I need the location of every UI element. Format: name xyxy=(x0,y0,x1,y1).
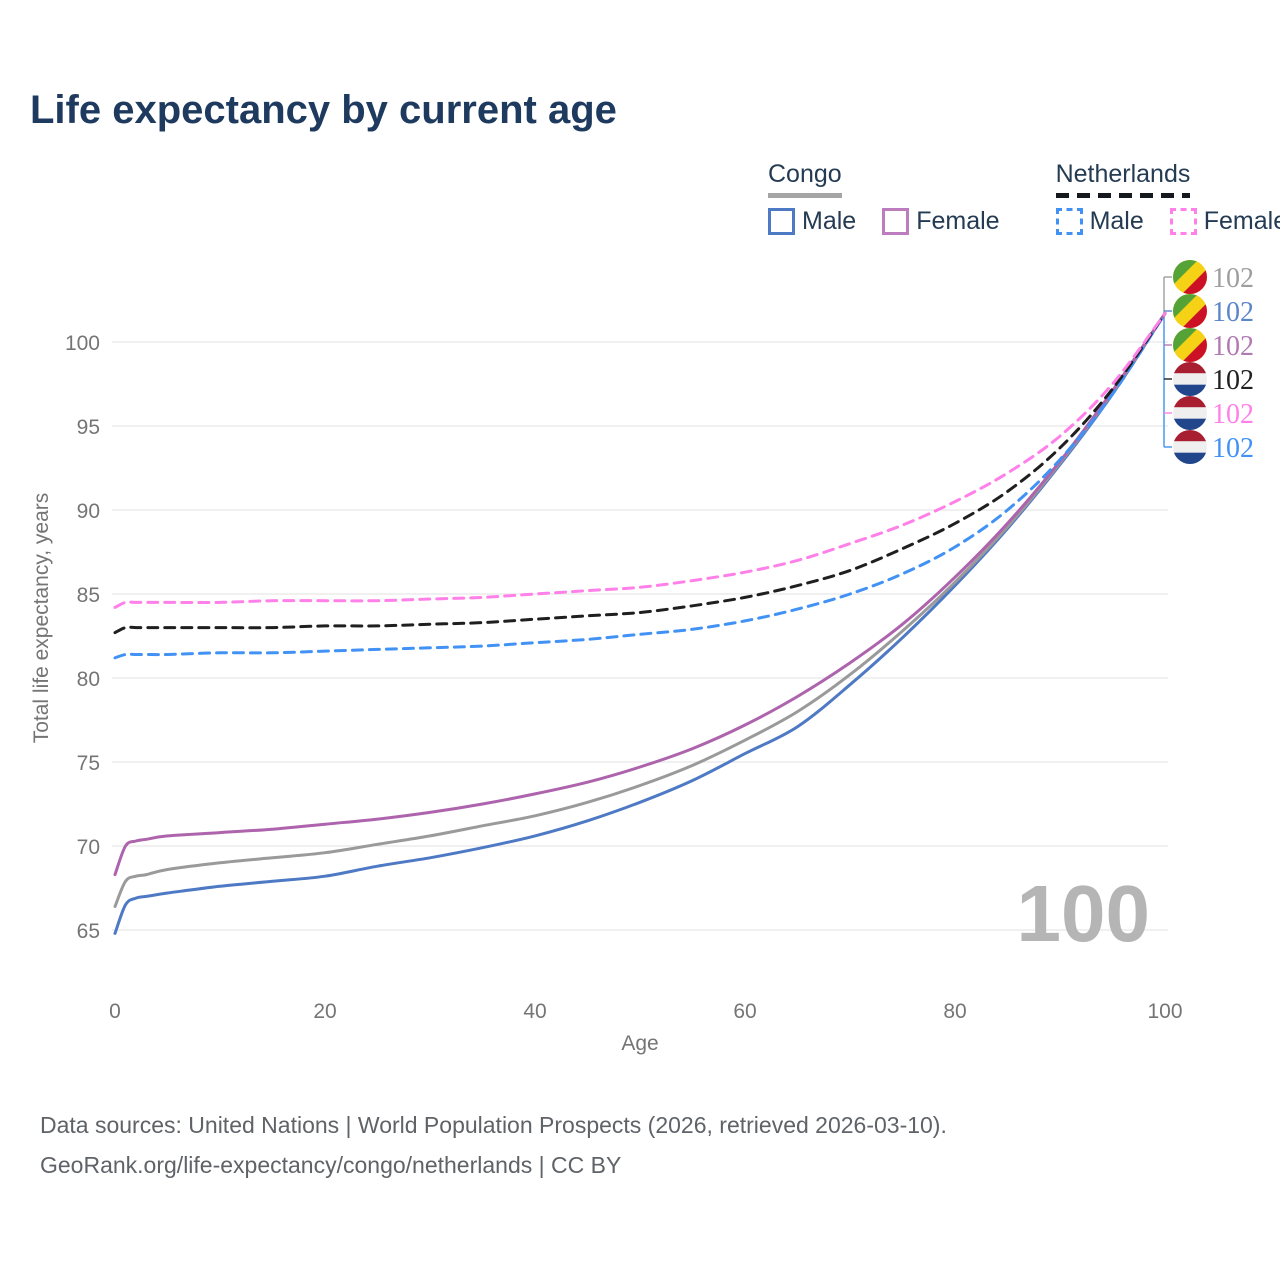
netherlands-male-swatch xyxy=(1055,208,1083,235)
x-tick-60: 60 xyxy=(733,1000,756,1023)
x-tick-0: 0 xyxy=(109,1000,121,1023)
y-axis-title: Total life expectancy, years xyxy=(30,493,53,744)
legend-label-netherlands-male: Male xyxy=(1089,207,1144,235)
congo-female-swatch xyxy=(882,208,910,235)
legend-items-congo: Male Female xyxy=(768,207,1000,236)
series-line-netherlands-all xyxy=(113,311,1167,635)
x-tick-80: 80 xyxy=(943,1000,966,1023)
nl-flag-red-band xyxy=(1173,362,1207,374)
legend-label-netherlands-female: Female xyxy=(1203,207,1280,235)
end-value-netherlands-male: 102 xyxy=(1212,433,1254,464)
y-tick-85: 85 xyxy=(77,584,100,607)
congo-male-swatch xyxy=(768,208,795,235)
series-line-congo-all xyxy=(113,311,1167,908)
legend-label-congo-female: Female xyxy=(916,207,1000,235)
nl-flag-white-band xyxy=(1173,441,1207,453)
congo-flag-green-triangle xyxy=(1173,328,1198,353)
congo-flag-red-triangle xyxy=(1182,269,1207,294)
nl-flag-red-band xyxy=(1173,396,1207,408)
legend-item-netherlands-female[interactable]: Female xyxy=(1169,207,1280,236)
netherlands-all-line-swatch xyxy=(1055,193,1191,198)
page-title: Life expectancy by current age xyxy=(30,88,617,132)
nl-flag-blue-band xyxy=(1173,452,1207,464)
x-tick-40: 40 xyxy=(523,1000,546,1023)
x-axis-title: Age xyxy=(621,1032,658,1055)
congo-flag-red-triangle xyxy=(1182,303,1207,328)
nl-flag-white-band xyxy=(1173,373,1207,385)
netherlands-female-swatch xyxy=(1169,208,1197,235)
x-tick-100: 100 xyxy=(1147,1000,1182,1023)
series-line-netherlands-male xyxy=(113,311,1167,660)
congo-flag-green-triangle xyxy=(1173,260,1198,285)
end-value-congo: 102 xyxy=(1212,263,1254,294)
series-line-netherlands-female xyxy=(113,311,1167,609)
legend-header-congo[interactable]: Congo xyxy=(768,160,842,198)
attribution-text: GeoRank.org/life-expectancy/congo/nether… xyxy=(40,1152,622,1178)
chart-footer: Data sources: United Nations | World Pop… xyxy=(40,1105,947,1185)
netherlands-flag-icon xyxy=(1173,430,1207,464)
congo-flag-icon xyxy=(1173,260,1207,294)
legend-header-netherlands[interactable]: Netherlands xyxy=(1055,160,1191,198)
legend-item-congo-male[interactable]: Male xyxy=(768,207,856,236)
netherlands-flag-icon xyxy=(1173,362,1207,396)
y-tick-100: 100 xyxy=(65,332,100,355)
legend-header-netherlands-label: Netherlands xyxy=(1055,160,1191,188)
nl-flag-blue-band xyxy=(1173,384,1207,396)
y-tick-95: 95 xyxy=(77,416,100,439)
end-value-netherlands-female: 102 xyxy=(1212,399,1254,430)
netherlands-flag-icon xyxy=(1173,396,1207,430)
legend-item-netherlands-male[interactable]: Male xyxy=(1055,207,1144,236)
data-sources-text: Data sources: United Nations | World Pop… xyxy=(40,1112,947,1138)
end-value-netherlands: 102 xyxy=(1212,365,1254,396)
legend-group-netherlands: Netherlands Male Female xyxy=(1055,160,1280,236)
nl-flag-white-band xyxy=(1173,407,1207,419)
age-counter-watermark: 100 xyxy=(1017,869,1150,958)
legend-label-congo-male: Male xyxy=(802,207,857,235)
legend-header-congo-label: Congo xyxy=(768,160,842,188)
series-line-congo-female xyxy=(113,311,1167,877)
series-line-congo-male xyxy=(113,311,1167,935)
legend-item-congo-female[interactable]: Female xyxy=(882,207,1000,236)
congo-flag-icon xyxy=(1173,294,1207,328)
y-tick-80: 80 xyxy=(77,668,100,691)
end-value-congo-male: 102 xyxy=(1212,297,1254,328)
congo-flag-icon xyxy=(1173,328,1207,362)
y-tick-70: 70 xyxy=(77,836,100,859)
y-tick-65: 65 xyxy=(77,920,100,943)
nl-flag-blue-band xyxy=(1173,418,1207,430)
legend-group-congo: Congo Male Female xyxy=(768,160,1000,236)
legend: Congo Male Female Netherlands Male xyxy=(768,160,1280,236)
congo-flag-red-triangle xyxy=(1182,337,1207,362)
y-tick-75: 75 xyxy=(77,752,100,775)
x-tick-20: 20 xyxy=(313,1000,336,1023)
end-value-congo-female: 102 xyxy=(1212,331,1254,362)
congo-all-line-swatch xyxy=(768,193,842,198)
congo-flag-green-triangle xyxy=(1173,294,1198,319)
nl-flag-red-band xyxy=(1173,430,1207,442)
y-tick-90: 90 xyxy=(77,500,100,523)
legend-items-netherlands: Male Female xyxy=(1055,207,1280,236)
